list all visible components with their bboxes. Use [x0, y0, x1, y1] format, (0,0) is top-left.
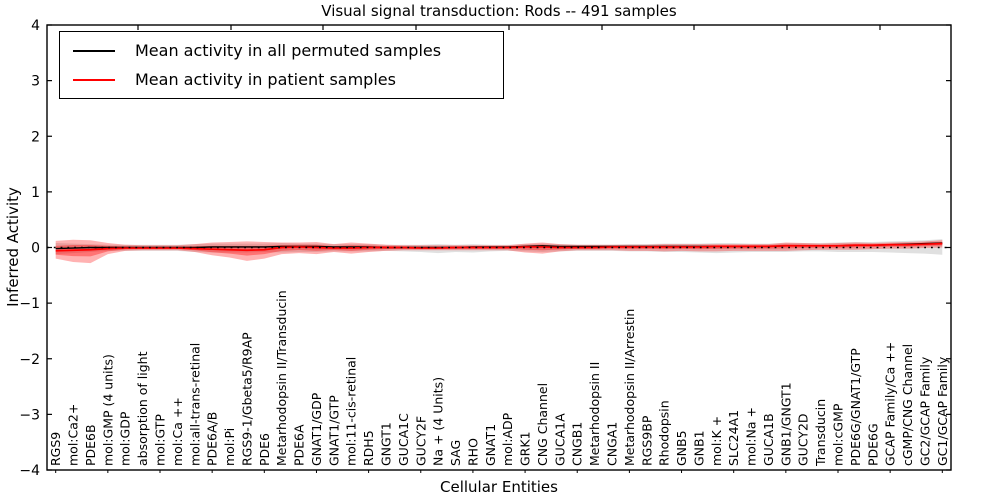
x-category-label: CNG Channel: [535, 383, 550, 466]
x-category-label: GUCA1B: [761, 413, 776, 466]
patient-mean-line: [55, 242, 943, 252]
x-category-label: Metarhodopsin II: [587, 362, 602, 466]
x-category-label: PDE6A/B: [205, 412, 220, 466]
y-tick-label: 3: [31, 74, 40, 90]
x-category-label: Metarhodopsin II/Arrestin: [622, 309, 637, 466]
x-category-label: cGMP/CNG Channel: [900, 344, 915, 466]
x-category-label: GUCY2F: [413, 416, 428, 466]
y-tick-label: −2: [19, 352, 40, 368]
x-category-label: GRK1: [518, 431, 533, 466]
y-tick-label: −3: [19, 407, 40, 423]
x-category-label: mol:GMP (4 units): [100, 354, 115, 466]
x-category-label: PDE6A: [292, 424, 307, 466]
x-category-label: RGS9BP: [639, 415, 654, 466]
x-category-label: GNGT1: [379, 422, 394, 466]
x-category-label: GNAT1/GTP: [326, 395, 341, 466]
x-category-label: mol:Na +: [744, 407, 759, 466]
x-category-label: SLC24A1: [726, 410, 741, 466]
x-category-label: mol:Pi: [222, 428, 237, 466]
x-category-label: PDE6G: [865, 423, 880, 466]
y-axis-label: Inferred Activity: [4, 187, 22, 307]
x-category-label: mol:cGMP: [831, 403, 846, 466]
x-category-label: mol:11-cis-retinal: [344, 357, 359, 466]
y-tick-label: 4: [31, 18, 40, 34]
x-category-label: RHO: [465, 438, 480, 466]
x-category-label: Metarhodopsin II/Transducin: [274, 290, 289, 466]
x-category-label: RGS9-1/Gbeta5/R9AP: [239, 332, 254, 466]
x-category-label: PDE6G/GNAT1/GTP: [848, 348, 863, 466]
x-category-label: SAG: [448, 440, 463, 466]
x-category-label: absorption of light: [135, 351, 150, 466]
x-category-label: GNAT1/GDP: [309, 392, 324, 466]
x-axis-label: Cellular Entities: [440, 478, 558, 496]
x-category-label: Rhodopsin: [657, 400, 672, 466]
chart-title: Visual signal transduction: Rods -- 491 …: [321, 2, 677, 20]
y-tick-label: −1: [19, 296, 40, 312]
legend-item-patient: Mean activity in patient samples: [60, 69, 503, 91]
x-category-label: GNAT1: [483, 424, 498, 466]
legend-label-patient: Mean activity in patient samples: [135, 70, 396, 89]
y-tick-label: −4: [19, 463, 40, 479]
x-category-label: CNGA1: [605, 422, 620, 466]
legend-line-sample-black: [73, 49, 115, 52]
x-category-label: mol:GDP: [118, 411, 133, 466]
x-category-label: mol:Ca2+: [66, 404, 81, 466]
x-category-label: GNB5: [674, 430, 689, 466]
x-category-label: Na + (4 Units): [431, 377, 446, 466]
x-category-label: GC2/GCAP Family: [917, 356, 932, 466]
y-tick-label: 2: [31, 129, 40, 145]
x-category-label: PDE6: [257, 433, 272, 466]
x-category-label: GUCY2D: [796, 413, 811, 466]
legend-item-permuted: Mean activity in all permuted samples: [60, 40, 503, 62]
x-category-label: mol:ADP: [500, 412, 515, 466]
x-category-label: mol:Ca ++: [170, 397, 185, 466]
x-category-label: mol:GTP: [153, 414, 168, 466]
legend-line-sample-red: [73, 78, 115, 81]
x-category-label: GNB1: [691, 430, 706, 466]
legend-label-permuted: Mean activity in all permuted samples: [135, 41, 442, 60]
x-category-label: GUCA1A: [552, 413, 567, 466]
y-tick-label: 0: [31, 241, 40, 257]
x-category-label: Transducin: [813, 399, 828, 467]
x-category-label: mol:all-trans-retinal: [187, 343, 202, 466]
x-category-label: GNB1/GNGT1: [778, 382, 793, 466]
x-category-label: mol:K +: [709, 416, 724, 466]
y-tick-label: 1: [31, 185, 40, 201]
legend: Mean activity in all permuted samples Me…: [59, 31, 504, 99]
x-category-label: RGS9: [48, 432, 63, 466]
x-category-label: CNGB1: [570, 422, 585, 466]
x-category-label: GCAP Family/Ca ++: [883, 342, 898, 466]
x-category-label: GC1/GCAP Family: [935, 356, 950, 466]
x-category-label: PDE6B: [83, 424, 98, 466]
x-category-label: GUCA1C: [396, 413, 411, 466]
x-category-label: RDH5: [361, 430, 376, 466]
